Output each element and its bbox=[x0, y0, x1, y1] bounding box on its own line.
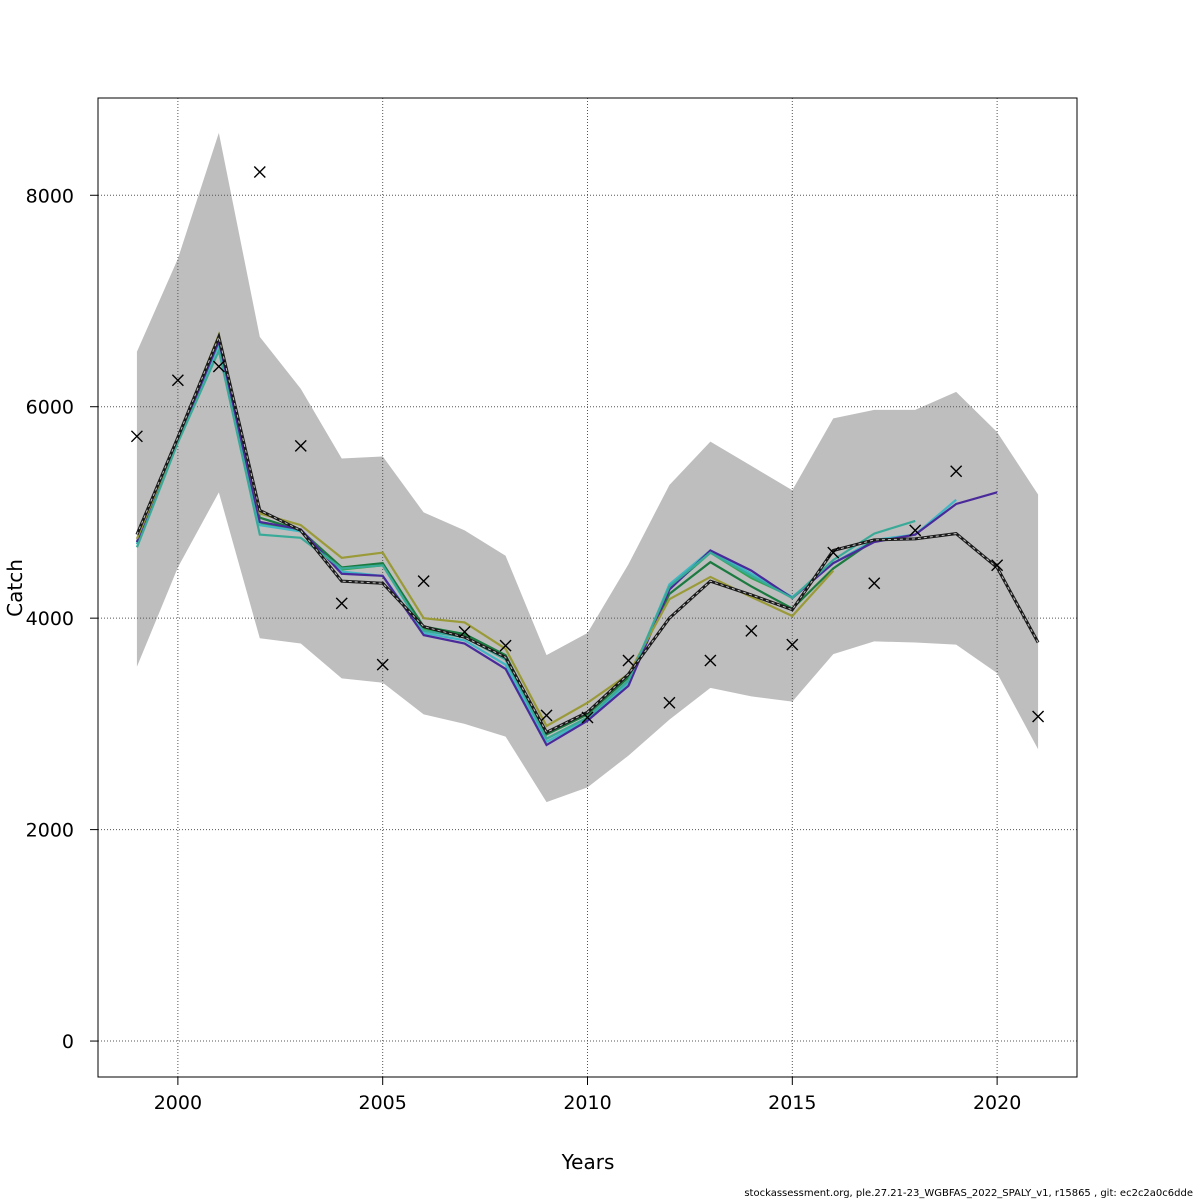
observed-point bbox=[950, 465, 963, 478]
y-tick-label: 0 bbox=[62, 1031, 74, 1053]
observed-point bbox=[171, 374, 184, 387]
x-tick-label: 2005 bbox=[359, 1092, 407, 1114]
y-tick-label: 8000 bbox=[26, 185, 74, 207]
observed-point bbox=[581, 711, 594, 724]
series-layer bbox=[135, 331, 1040, 747]
observed-point bbox=[909, 524, 922, 537]
grid-layer bbox=[98, 98, 1077, 1077]
y-axis: 0 2000 4000 6000 8000 bbox=[26, 185, 98, 1053]
y-axis-label: Catch bbox=[3, 559, 27, 617]
observed-point bbox=[130, 430, 143, 443]
observed-point bbox=[540, 709, 553, 722]
x-axis-label: Years bbox=[561, 1150, 615, 1174]
series-line-6 bbox=[135, 347, 916, 741]
observed-point bbox=[335, 597, 348, 610]
confidence-band-layer bbox=[136, 132, 1039, 803]
observed-point bbox=[458, 625, 471, 638]
observed-point bbox=[253, 166, 266, 179]
confidence-band bbox=[136, 132, 1039, 803]
x-axis: 2000 2005 2010 2015 2020 bbox=[154, 1077, 1021, 1114]
observed-point bbox=[499, 639, 512, 652]
y-tick-label: 4000 bbox=[26, 608, 74, 630]
observed-point bbox=[376, 658, 389, 671]
observed-point bbox=[663, 696, 676, 709]
series-line-base-dash bbox=[136, 335, 1039, 734]
x-tick-label: 2020 bbox=[973, 1092, 1021, 1114]
observed-point bbox=[212, 360, 225, 373]
observed-point bbox=[745, 624, 758, 637]
y-tick-label: 6000 bbox=[26, 397, 74, 419]
observed-point bbox=[704, 654, 717, 667]
observed-point bbox=[991, 559, 1004, 572]
observed-point bbox=[1032, 710, 1045, 723]
y-tick-label: 2000 bbox=[26, 820, 74, 842]
series-line-4 bbox=[135, 337, 998, 747]
observed-points-layer bbox=[130, 166, 1045, 724]
observed-point bbox=[868, 577, 881, 590]
observed-point bbox=[417, 575, 430, 588]
x-tick-label: 2010 bbox=[563, 1092, 611, 1114]
footer-credit: stockassessment.org, ple.27.21-23_WGBFAS… bbox=[744, 1188, 1193, 1199]
observed-point bbox=[294, 439, 307, 452]
x-tick-label: 2015 bbox=[768, 1092, 816, 1114]
x-tick-label: 2000 bbox=[154, 1092, 202, 1114]
observed-point bbox=[786, 638, 799, 651]
observed-point bbox=[827, 546, 840, 559]
observed-point bbox=[622, 654, 635, 667]
